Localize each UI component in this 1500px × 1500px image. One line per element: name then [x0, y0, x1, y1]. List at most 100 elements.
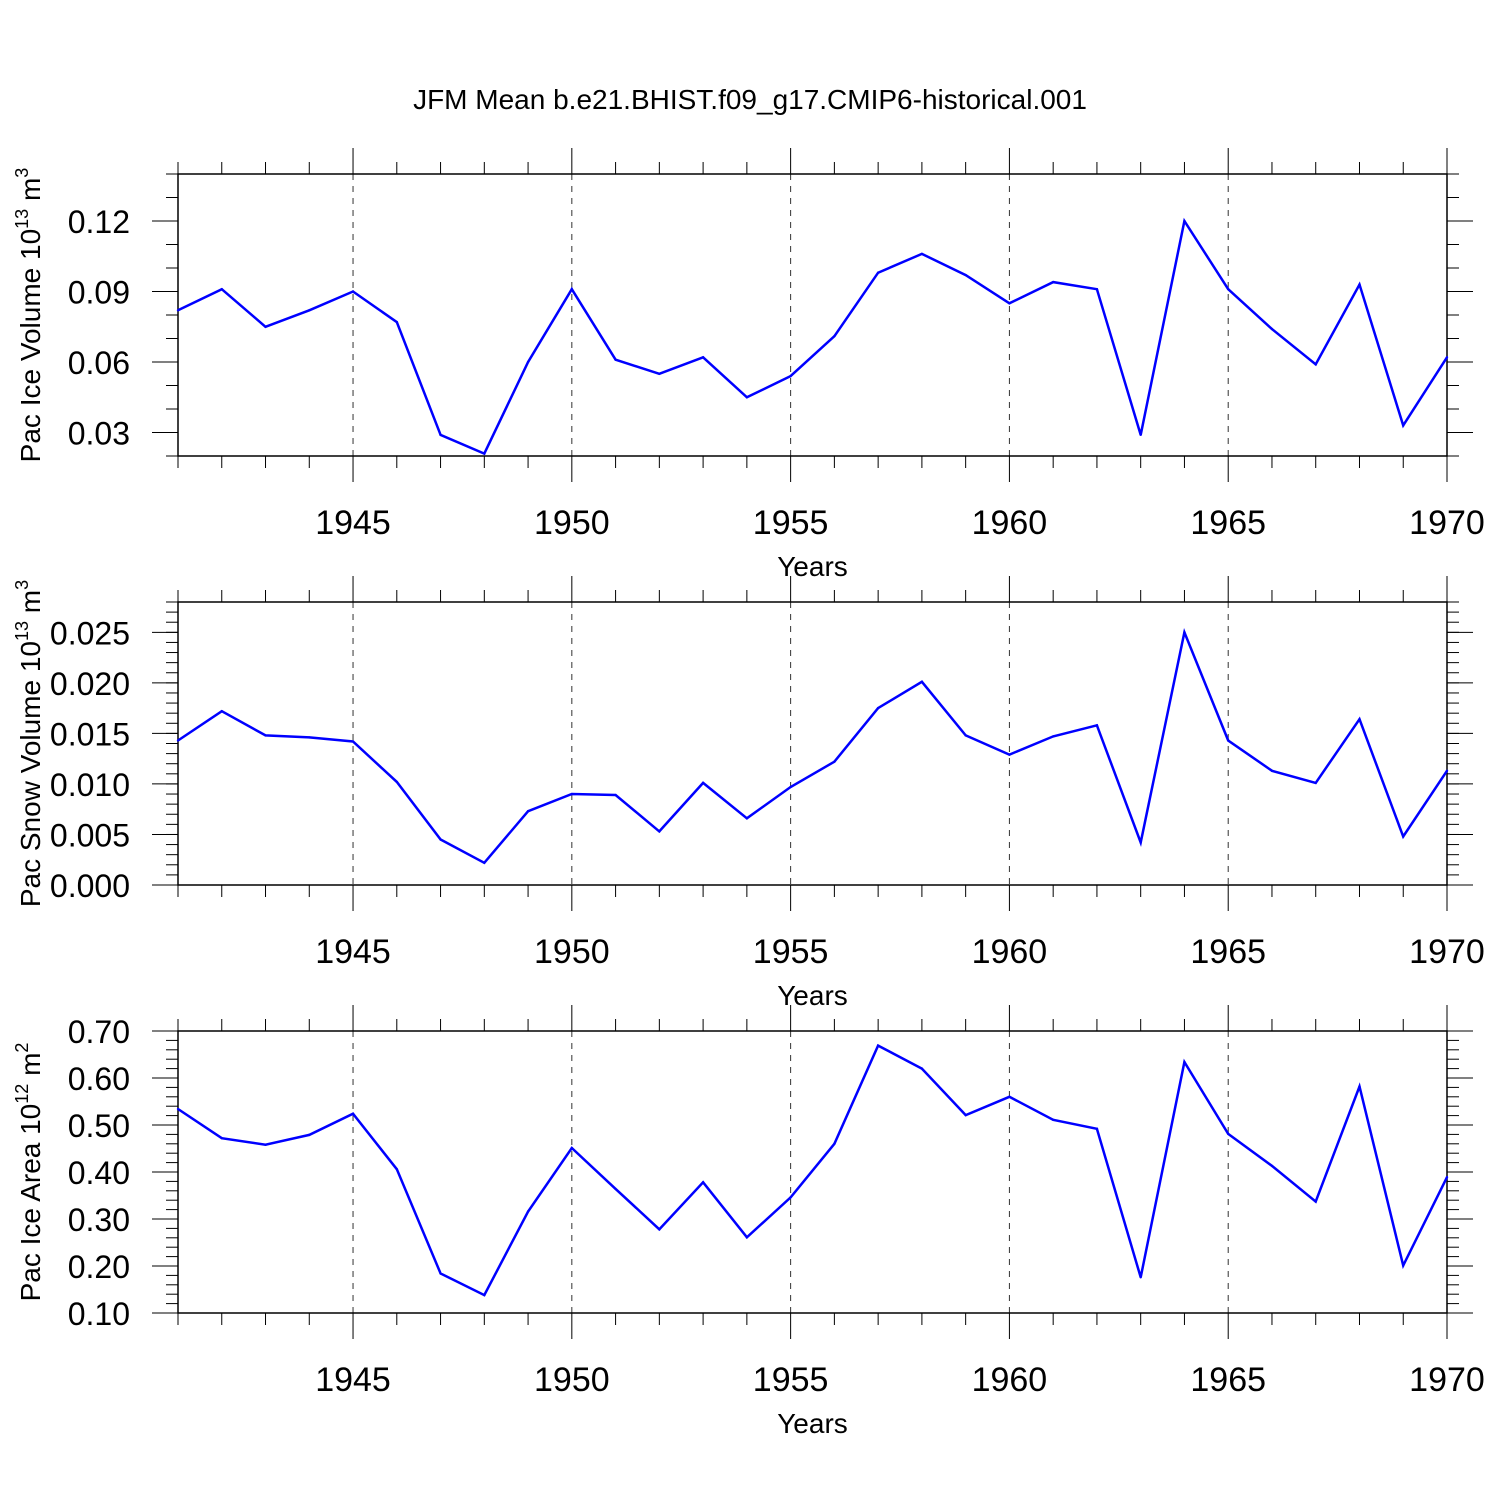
data-point	[526, 1210, 530, 1213]
data-point	[220, 709, 223, 713]
data-point	[1270, 1164, 1274, 1168]
data-point	[876, 706, 880, 710]
x-tick-label: 1965	[1190, 1361, 1266, 1399]
y-tick-label: 0.70	[68, 1014, 130, 1050]
data-point	[570, 792, 574, 796]
y-tick-label: 0.025	[50, 615, 130, 651]
data-point	[176, 309, 180, 312]
data-point	[1183, 1060, 1186, 1064]
x-tick-label: 1965	[1190, 504, 1266, 542]
data-point	[745, 817, 749, 820]
x-tick-label: 1945	[315, 1361, 391, 1399]
x-tick-label: 1970	[1409, 933, 1485, 971]
data-point	[701, 356, 705, 359]
x-tick-label: 1970	[1409, 1361, 1485, 1399]
y-axis-label: Pac Snow Volume 1013 m3	[12, 580, 46, 907]
data-point	[395, 1167, 398, 1171]
y-tick-label: 0.20	[68, 1249, 130, 1285]
data-point	[220, 287, 223, 291]
y-tick-label: 0.000	[50, 868, 130, 904]
x-axis-label: Years	[777, 980, 848, 1011]
data-point	[439, 1272, 442, 1275]
y-axis-label: Pac Ice Area 1012 m2	[12, 1043, 46, 1302]
y-tick-label: 0.50	[68, 1108, 130, 1144]
data-point	[789, 374, 792, 378]
data-point	[876, 271, 880, 274]
y-axis-label-text: Pac Snow Volume 10	[15, 641, 46, 907]
x-tick-label: 1965	[1190, 933, 1266, 971]
data-point	[1095, 1127, 1099, 1130]
data-point	[1139, 841, 1142, 844]
data-point	[1183, 219, 1186, 223]
y-axis-label-text: Pac Ice Volume 10	[15, 229, 46, 462]
data-point	[1358, 283, 1361, 286]
data-point	[1139, 1276, 1142, 1279]
data-point	[1445, 1175, 1449, 1179]
y-axis-label-superscript: 12	[12, 1084, 32, 1104]
x-axis-label: Years	[777, 551, 848, 582]
data-point	[658, 1228, 661, 1231]
y-axis-label-text: m	[15, 178, 46, 209]
data-point	[395, 320, 398, 324]
y-tick-label: 0.10	[68, 1296, 130, 1332]
data-point	[1095, 287, 1099, 291]
data-point	[1402, 835, 1405, 838]
data-point	[964, 273, 967, 277]
data-point	[614, 1187, 617, 1191]
x-tick-label: 1955	[753, 504, 829, 542]
data-point	[395, 780, 398, 784]
data-point	[483, 861, 486, 864]
series-line	[177, 628, 1449, 865]
data-point	[1051, 1118, 1055, 1122]
y-tick-label: 0.06	[68, 345, 130, 381]
data-point	[833, 334, 836, 338]
data-point	[351, 740, 355, 743]
x-tick-label: 1950	[534, 1361, 610, 1399]
data-point	[920, 1067, 924, 1070]
y-tick-label: 0.09	[68, 275, 130, 311]
data-point	[1358, 1085, 1361, 1088]
data-point	[526, 810, 530, 813]
y-tick-label: 0.005	[50, 817, 130, 853]
data-point	[1314, 363, 1317, 366]
data-point	[1358, 718, 1361, 721]
y-tick-label: 0.40	[68, 1155, 130, 1191]
data-point	[1095, 724, 1099, 727]
x-tick-label: 1945	[315, 933, 391, 971]
y-axis-label-text: Pac Ice Area 10	[15, 1104, 46, 1302]
x-tick-label: 1945	[315, 504, 391, 542]
y-axis-label-superscript: 2	[12, 1043, 32, 1053]
data-point	[1314, 1200, 1317, 1203]
data-point	[1183, 631, 1186, 634]
data-point	[439, 838, 442, 841]
data-point	[1051, 280, 1055, 284]
data-point	[264, 734, 267, 737]
data-point	[351, 1112, 355, 1115]
data-point	[1445, 769, 1449, 772]
y-tick-label: 0.020	[50, 666, 130, 702]
chart-title: JFM Mean b.e21.BHIST.f09_g17.CMIP6-histo…	[413, 84, 1087, 115]
y-axis-label: Pac Ice Volume 1013 m3	[12, 168, 46, 463]
data-point	[1314, 781, 1317, 785]
y-axis-label-superscript: 3	[12, 580, 32, 590]
data-point	[351, 290, 355, 293]
x-tick-label: 1960	[972, 504, 1048, 542]
data-point	[264, 1143, 267, 1146]
data-point	[1402, 424, 1405, 427]
data-point	[308, 736, 311, 739]
data-point	[1008, 1095, 1011, 1099]
x-tick-label: 1960	[972, 1361, 1048, 1399]
data-point	[570, 1146, 574, 1150]
data-point	[308, 1133, 311, 1137]
series-line	[177, 217, 1449, 456]
data-point	[920, 252, 924, 256]
data-point	[176, 739, 180, 742]
x-tick-label: 1950	[534, 933, 610, 971]
data-point	[220, 1136, 223, 1140]
data-point	[833, 1142, 836, 1146]
x-tick-label: 1950	[534, 504, 610, 542]
data-point	[745, 396, 749, 399]
data-point	[1445, 356, 1449, 359]
y-tick-label: 0.015	[50, 716, 130, 752]
